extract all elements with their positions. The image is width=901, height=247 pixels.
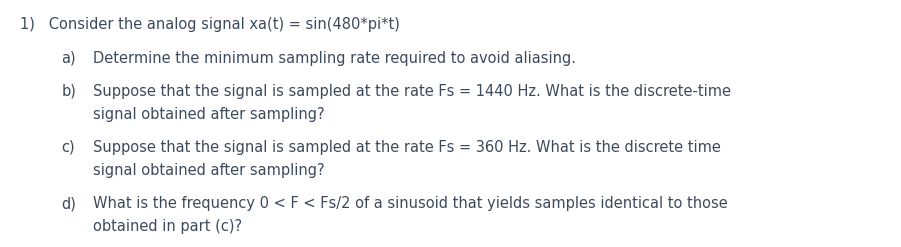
Text: signal obtained after sampling?: signal obtained after sampling? bbox=[93, 163, 324, 178]
Text: Suppose that the signal is sampled at the rate Fs = 1440 Hz. What is the discret: Suppose that the signal is sampled at th… bbox=[93, 84, 731, 99]
Text: signal obtained after sampling?: signal obtained after sampling? bbox=[93, 107, 324, 122]
Text: b): b) bbox=[61, 84, 77, 99]
Text: Determine the minimum sampling rate required to avoid aliasing.: Determine the minimum sampling rate requ… bbox=[93, 51, 576, 66]
Text: d): d) bbox=[61, 196, 77, 211]
Text: 1)   Consider the analog signal xa(t) = sin(480*pi*t): 1) Consider the analog signal xa(t) = si… bbox=[20, 17, 400, 32]
Text: Suppose that the signal is sampled at the rate Fs = 360 Hz. What is the discrete: Suppose that the signal is sampled at th… bbox=[93, 140, 721, 155]
Text: obtained in part (c)?: obtained in part (c)? bbox=[93, 219, 242, 234]
Text: What is the frequency 0 < F < Fs/2 of a sinusoid that yields samples identical t: What is the frequency 0 < F < Fs/2 of a … bbox=[93, 196, 727, 211]
Text: c): c) bbox=[61, 140, 75, 155]
Text: a): a) bbox=[61, 51, 76, 66]
